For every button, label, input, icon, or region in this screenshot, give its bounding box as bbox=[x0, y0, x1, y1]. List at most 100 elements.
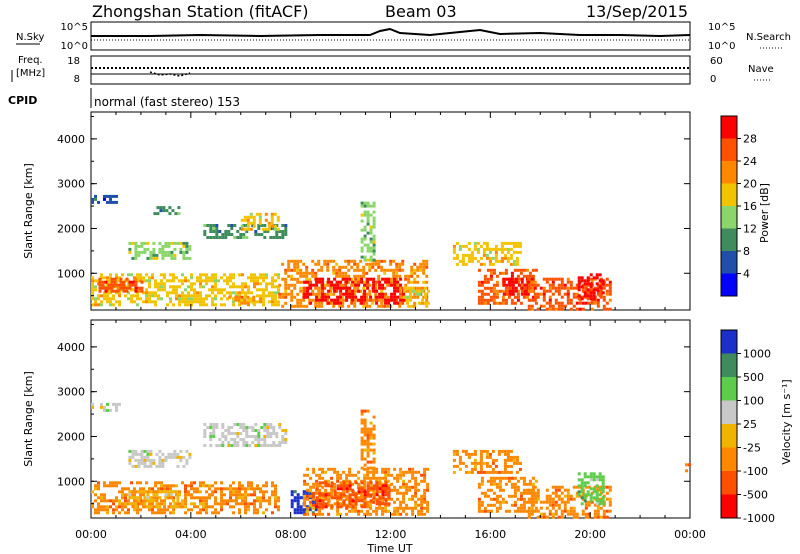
data-cell bbox=[293, 508, 297, 512]
data-cell bbox=[155, 502, 159, 506]
data-cell bbox=[510, 274, 514, 278]
data-cell bbox=[244, 487, 247, 491]
data-cell bbox=[505, 277, 509, 281]
data-cell bbox=[586, 282, 590, 286]
data-cell bbox=[402, 298, 406, 302]
data-cell bbox=[335, 289, 339, 293]
data-cell bbox=[113, 277, 117, 281]
data-cell bbox=[528, 271, 532, 275]
data-cell bbox=[104, 289, 108, 293]
data-cell bbox=[458, 455, 462, 459]
data-cell bbox=[363, 427, 367, 431]
data-cell bbox=[605, 485, 609, 489]
data-cell bbox=[398, 274, 402, 278]
data-cell bbox=[530, 503, 534, 507]
data-cell bbox=[227, 230, 231, 233]
data-cell bbox=[253, 502, 256, 506]
nsearch-tick-low: 10^0 bbox=[708, 41, 735, 52]
data-cell bbox=[293, 265, 297, 269]
data-cell bbox=[520, 289, 524, 293]
data-cell bbox=[402, 494, 406, 498]
data-cell bbox=[545, 494, 549, 498]
data-cell bbox=[513, 268, 517, 272]
data-cell bbox=[184, 300, 187, 304]
data-cell bbox=[299, 286, 303, 290]
data-cell bbox=[595, 282, 599, 286]
data-cell bbox=[339, 496, 343, 500]
data-cell bbox=[599, 289, 603, 293]
data-cell bbox=[262, 511, 265, 515]
data-cell bbox=[97, 487, 100, 491]
data-cell bbox=[306, 473, 310, 477]
data-cell bbox=[592, 276, 596, 280]
data-cell bbox=[187, 490, 190, 494]
data-cell bbox=[134, 244, 138, 248]
data-cell bbox=[533, 286, 537, 290]
data-cell bbox=[215, 236, 219, 239]
data-cell bbox=[560, 280, 564, 284]
data-cell bbox=[381, 493, 385, 497]
data-cell bbox=[109, 303, 112, 307]
data-cell bbox=[224, 435, 228, 438]
data-cell bbox=[100, 273, 103, 277]
data-cell bbox=[374, 286, 378, 290]
data-cell bbox=[401, 301, 405, 305]
data-cell bbox=[580, 496, 584, 500]
data-cell bbox=[608, 280, 612, 284]
data-cell bbox=[196, 291, 199, 295]
data-cell bbox=[309, 280, 313, 284]
data-cell bbox=[557, 494, 561, 498]
data-cell bbox=[498, 506, 502, 510]
data-cell bbox=[519, 494, 523, 498]
data-cell bbox=[583, 291, 587, 295]
data-cell bbox=[479, 470, 483, 474]
data-cell bbox=[485, 247, 489, 251]
data-cell bbox=[602, 298, 606, 302]
data-cell bbox=[330, 476, 334, 480]
data-cell bbox=[97, 200, 100, 204]
data-cell bbox=[199, 303, 202, 307]
data-cell bbox=[238, 496, 241, 500]
data-cell bbox=[112, 294, 115, 298]
data-cell bbox=[317, 301, 321, 305]
data-cell bbox=[531, 298, 535, 302]
data-cell bbox=[101, 283, 105, 287]
data-cell bbox=[184, 502, 187, 506]
data-cell bbox=[569, 497, 573, 501]
data-cell bbox=[494, 259, 498, 263]
data-cell bbox=[339, 512, 343, 516]
data-cell bbox=[256, 279, 259, 283]
data-cell bbox=[560, 304, 564, 308]
data-cell bbox=[321, 502, 325, 506]
data-cell bbox=[321, 512, 325, 516]
data-cell bbox=[140, 241, 144, 245]
data-cell bbox=[309, 503, 313, 507]
data-cell bbox=[341, 271, 345, 275]
data-cell bbox=[530, 509, 534, 513]
data-cell bbox=[542, 295, 546, 299]
data-cell bbox=[353, 262, 357, 266]
data-cell bbox=[513, 488, 517, 492]
data-cell bbox=[124, 502, 127, 506]
data-cell bbox=[211, 291, 214, 295]
data-cell bbox=[372, 286, 376, 290]
data-cell bbox=[497, 449, 501, 453]
data-cell bbox=[366, 280, 370, 284]
data-cell bbox=[318, 509, 322, 513]
data-cell bbox=[112, 511, 115, 515]
data-cell bbox=[395, 271, 399, 275]
data-cell bbox=[589, 496, 593, 500]
data-cell bbox=[248, 426, 252, 429]
data-cell bbox=[151, 505, 154, 509]
data-cell bbox=[548, 500, 552, 504]
data-cell bbox=[100, 300, 103, 304]
data-cell bbox=[366, 231, 370, 235]
data-cell bbox=[589, 487, 593, 491]
data-cell bbox=[413, 271, 417, 275]
data-cell bbox=[595, 273, 599, 277]
data-cell bbox=[473, 241, 477, 245]
data-cell bbox=[118, 481, 121, 485]
data-cell bbox=[277, 499, 280, 503]
data-cell bbox=[262, 288, 265, 292]
data-cell bbox=[230, 233, 234, 236]
